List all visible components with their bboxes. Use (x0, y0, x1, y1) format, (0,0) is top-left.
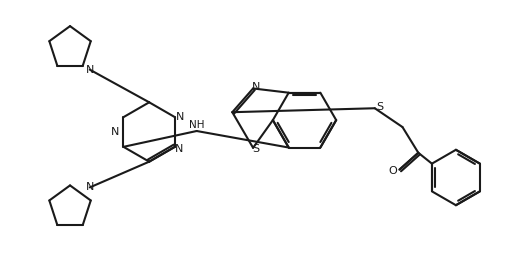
Text: N: N (176, 112, 184, 122)
Text: S: S (376, 102, 383, 112)
Text: S: S (253, 144, 259, 154)
Text: N: N (252, 83, 260, 92)
Text: N: N (85, 182, 94, 192)
Text: N: N (85, 65, 94, 75)
Text: N: N (175, 144, 183, 154)
Text: NH: NH (189, 120, 204, 130)
Text: N: N (110, 127, 119, 137)
Text: O: O (388, 166, 397, 176)
